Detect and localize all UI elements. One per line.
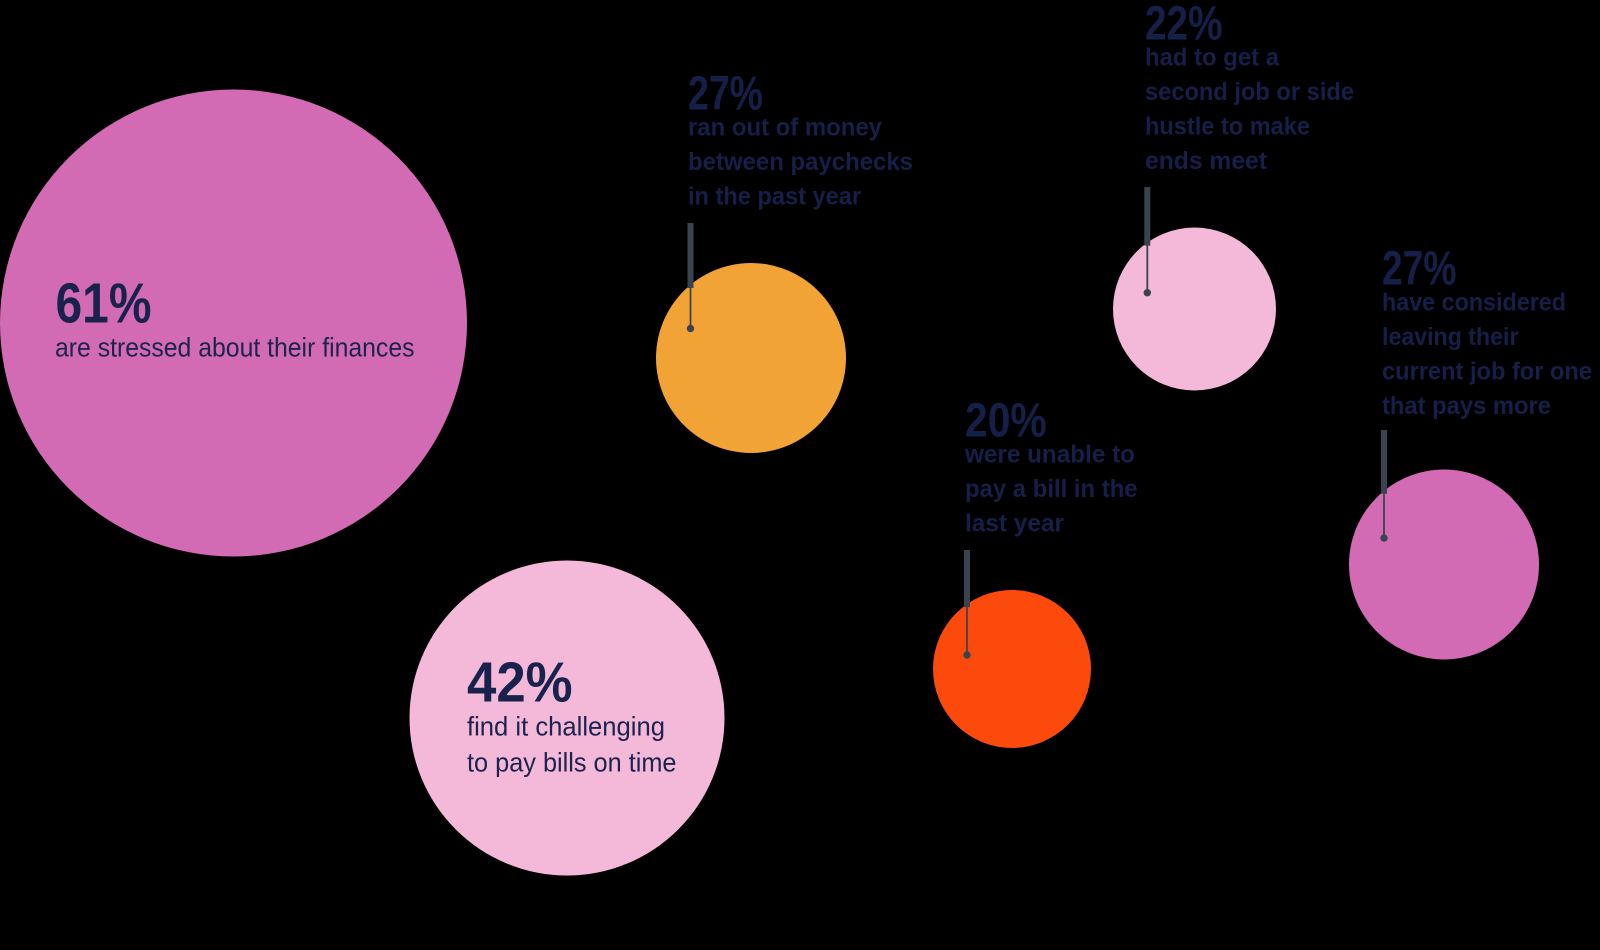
svg-text:second job or side: second job or side	[1145, 78, 1354, 106]
svg-text:27%: 27%	[688, 68, 763, 121]
svg-text:between paychecks: between paychecks	[688, 148, 913, 176]
svg-text:find it challenging: find it challenging	[467, 711, 665, 741]
svg-text:that pays more: that pays more	[1382, 392, 1551, 420]
svg-text:20%: 20%	[965, 394, 1047, 447]
svg-text:61%: 61%	[56, 272, 152, 336]
svg-text:have considered: have considered	[1382, 289, 1566, 317]
svg-text:ends meet: ends meet	[1145, 147, 1268, 175]
svg-text:42%: 42%	[467, 651, 573, 715]
svg-text:hustle to make: hustle to make	[1145, 112, 1310, 140]
svg-text:27%: 27%	[1382, 243, 1456, 296]
svg-text:had to get a: had to get a	[1145, 43, 1280, 71]
svg-text:ran out of money: ran out of money	[688, 114, 882, 142]
svg-text:leaving their: leaving their	[1382, 323, 1519, 351]
svg-text:pay a bill in the: pay a bill in the	[965, 475, 1138, 503]
svg-text:are stressed about their finan: are stressed about their finances	[55, 332, 415, 362]
svg-text:to pay bills on time: to pay bills on time	[467, 747, 677, 777]
svg-text:last year: last year	[965, 509, 1064, 537]
svg-text:in the past year: in the past year	[688, 183, 861, 211]
svg-text:22%: 22%	[1145, 0, 1223, 50]
svg-text:current job for one: current job for one	[1382, 358, 1592, 386]
svg-text:were unable to: were unable to	[964, 440, 1135, 468]
